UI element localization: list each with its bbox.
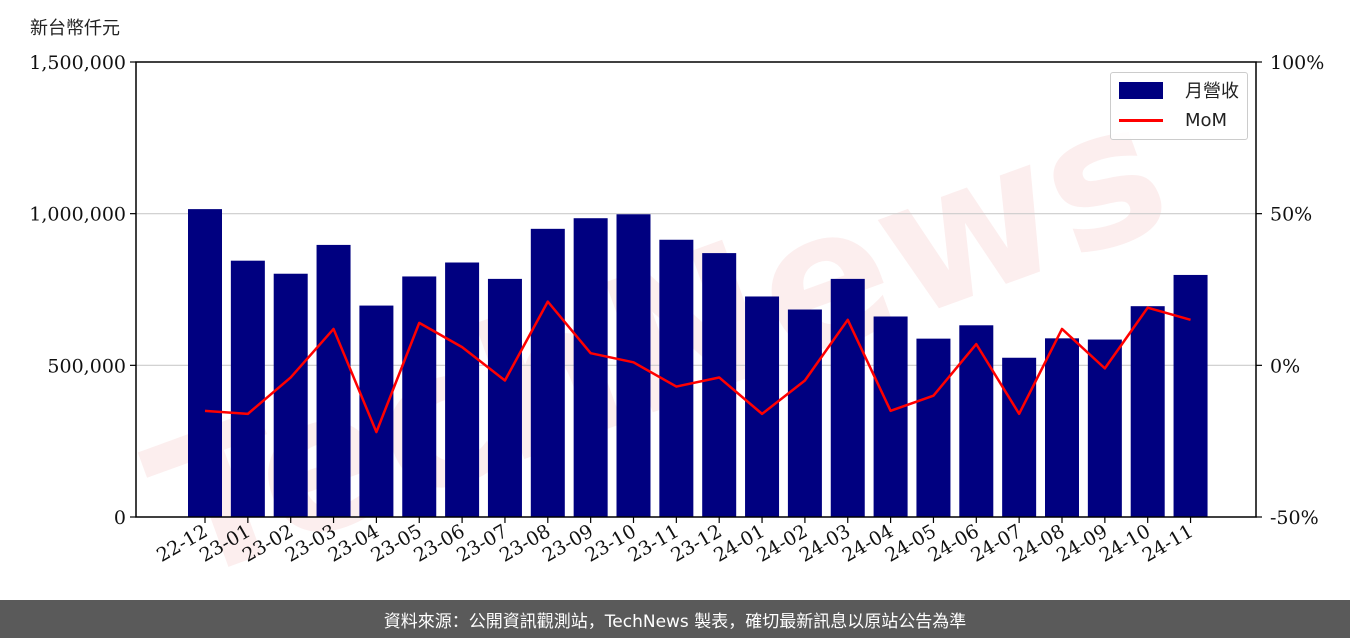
- bar-23-11: [659, 239, 694, 517]
- bar-24-09: [1087, 339, 1122, 517]
- mom-line: [204, 300, 1191, 434]
- bar-24-07: [1002, 357, 1037, 517]
- bar-24-03: [830, 278, 865, 517]
- y-left-tick-label: 500,000: [47, 355, 126, 377]
- bar-24-11: [1173, 274, 1208, 517]
- x-tick-label: 24-11: [1139, 520, 1197, 566]
- source-footer: 資料來源：公開資訊觀測站，TechNews 製表，確切最新訊息以原站公告為準: [0, 600, 1350, 638]
- y-axis-unit-label: 新台幣仟元: [30, 18, 120, 39]
- chart-area: 0 500,000 1,000,000 1,500,000 -50% 0% 50% 100% 2…: [29, 52, 1324, 567]
- legend-item-mom: MoM: [1119, 107, 1227, 133]
- bar-24-10: [1130, 306, 1165, 517]
- bar-24-08: [1045, 338, 1079, 517]
- legend-line-swatch: [1119, 118, 1163, 122]
- footer-text: 資料來源：公開資訊觀測站，TechNews 製表，確切最新訊息以原站公告為準: [383, 611, 967, 632]
- bar-24-05: [916, 338, 951, 517]
- y-right-tick-label: 50%: [1270, 204, 1312, 226]
- bar-23-03: [316, 244, 351, 517]
- legend-line-label: MoM: [1185, 109, 1228, 131]
- bar-23-02: [273, 273, 308, 517]
- y-left-tick-label: 1,500,000: [29, 52, 126, 74]
- bar-24-02: [787, 309, 822, 517]
- bar-23-10: [616, 214, 651, 518]
- bar-24-06: [959, 325, 994, 517]
- y-left-tick-label: 0: [114, 507, 126, 529]
- bar-24-01: [745, 296, 780, 517]
- plot-frame: [135, 61, 1257, 518]
- bar-23-01: [230, 260, 265, 517]
- bar-23-04: [359, 305, 394, 517]
- bar-23-07: [487, 278, 522, 517]
- y-right-tick-label: 0%: [1270, 355, 1300, 377]
- legend-item-revenue: 月營收: [1119, 77, 1239, 103]
- y-right-tick-label: 100%: [1270, 52, 1324, 74]
- legend-bar-swatch: [1119, 81, 1163, 99]
- bar-23-12: [702, 253, 737, 517]
- y-right-tick-label: -50%: [1270, 507, 1319, 529]
- bar-24-04: [873, 316, 908, 517]
- bar-22-12: [188, 209, 222, 517]
- y-left-tick-label: 1,000,000: [29, 204, 126, 226]
- bar-23-06: [445, 262, 480, 517]
- bar-23-09: [573, 218, 608, 517]
- legend: 月營收 MoM: [1110, 72, 1248, 140]
- legend-bar-label: 月營收: [1185, 81, 1239, 102]
- bar-23-05: [402, 276, 437, 517]
- bar-23-08: [530, 228, 565, 518]
